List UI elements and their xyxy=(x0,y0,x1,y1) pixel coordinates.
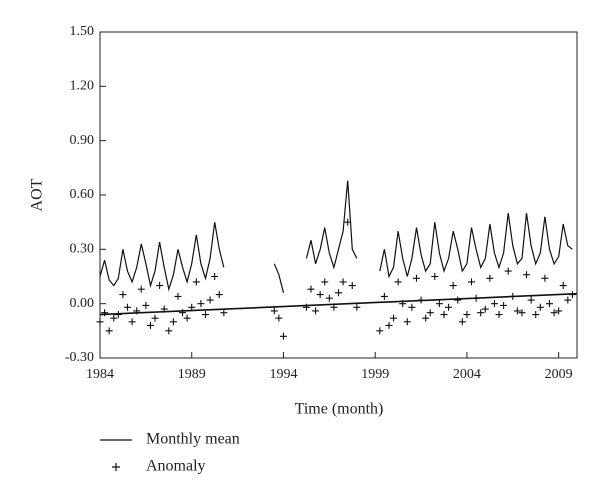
anomaly-marker xyxy=(348,282,356,290)
anomaly-marker xyxy=(431,273,439,280)
anomaly-marker xyxy=(220,309,228,317)
anomaly-marker xyxy=(376,327,384,335)
anomaly-marker xyxy=(142,301,150,309)
anomaly-marker xyxy=(435,300,443,308)
anomaly-marker xyxy=(380,292,388,300)
anomaly-marker xyxy=(211,273,219,280)
anomaly-marker xyxy=(124,303,132,311)
anomaly-marker xyxy=(165,327,173,335)
series-line xyxy=(99,180,573,293)
x-axis-label: Time (month) xyxy=(295,401,384,418)
anomaly-marker xyxy=(495,311,503,319)
anomaly-marker xyxy=(527,296,535,304)
anomaly-marker xyxy=(201,311,209,319)
trend-line xyxy=(99,292,578,316)
anomaly-marker xyxy=(394,278,402,286)
anomaly-marker xyxy=(307,285,315,293)
anomaly-marker xyxy=(541,274,549,282)
x-tick-label: 1984 xyxy=(86,367,114,382)
y-tick-label: 0.90 xyxy=(70,133,95,148)
x-tick-label: 2009 xyxy=(545,367,573,382)
anomaly-marker xyxy=(312,307,320,315)
anomaly-marker xyxy=(335,289,342,297)
anomaly-marker xyxy=(545,300,553,308)
anomaly-marker xyxy=(353,303,361,311)
anomaly-marker xyxy=(192,278,200,286)
anomaly-marker xyxy=(449,282,457,290)
anomaly-marker xyxy=(110,314,118,322)
anomaly-marker xyxy=(270,307,278,315)
anomaly-marker xyxy=(321,278,329,286)
x-tick-label: 2004 xyxy=(453,367,481,382)
legend-label: Monthly mean xyxy=(146,431,240,448)
anomaly-marker xyxy=(454,296,462,304)
anomaly-marker xyxy=(183,314,191,322)
anomaly-marker xyxy=(463,311,471,319)
anomaly-marker xyxy=(105,327,113,335)
anomaly-marker xyxy=(151,314,159,322)
anomaly-marker xyxy=(316,291,324,299)
y-tick-label: 1.50 xyxy=(70,24,95,39)
y-tick-label: -0.30 xyxy=(65,350,94,365)
anomaly-marker xyxy=(279,332,287,340)
anomaly-marker xyxy=(385,321,393,329)
anomaly-marker xyxy=(188,303,196,311)
y-tick-label: 0.00 xyxy=(70,296,95,311)
anomaly-marker xyxy=(513,307,521,315)
anomaly-marker xyxy=(555,307,563,315)
anomaly-marker xyxy=(408,303,416,311)
x-tick-label: 1994 xyxy=(269,367,297,382)
y-tick-label: 0.60 xyxy=(70,187,95,202)
anomaly-marker xyxy=(128,318,136,326)
y-tick-label: 0.30 xyxy=(70,242,95,257)
anomaly-marker xyxy=(523,271,531,279)
anomaly-marker xyxy=(412,274,420,282)
x-tick-label: 1989 xyxy=(178,367,206,382)
anomaly-marker xyxy=(550,309,558,317)
anomaly-marker xyxy=(215,291,223,299)
anomaly-marker xyxy=(275,314,283,322)
anomaly-marker xyxy=(486,274,494,282)
anomaly-marker xyxy=(197,300,205,308)
anomaly-marker xyxy=(458,318,466,326)
anomaly-marker xyxy=(426,309,434,317)
y-axis-label: AOT xyxy=(29,178,46,211)
anomaly-marker xyxy=(339,278,347,286)
anomaly-marker xyxy=(564,296,572,304)
anomaly-marker xyxy=(344,218,352,226)
anomaly-marker xyxy=(96,318,104,326)
plot-frame xyxy=(99,31,578,359)
anomaly-marker xyxy=(504,267,512,275)
anomaly-marker xyxy=(481,305,489,313)
anomaly-marker xyxy=(174,292,182,300)
anomaly-marker xyxy=(403,318,411,326)
anomaly-marker xyxy=(137,285,145,293)
anomaly-marker xyxy=(325,294,333,302)
anomaly-marker xyxy=(146,321,154,329)
anomaly-marker xyxy=(119,291,127,299)
anomaly-marker xyxy=(390,314,398,322)
anomaly-marker xyxy=(206,296,214,304)
anomaly-marker xyxy=(518,309,526,317)
anomaly-marker xyxy=(169,318,177,326)
anomaly-marker xyxy=(422,314,430,322)
anomaly-marker xyxy=(468,278,476,286)
anomaly-marker xyxy=(536,303,544,311)
legend-label: Anomaly xyxy=(146,458,206,475)
anomaly-marker xyxy=(445,303,453,311)
anomaly-marker xyxy=(156,282,164,290)
y-tick-label: 1.20 xyxy=(70,79,95,94)
anomaly-marker xyxy=(500,301,508,309)
anomaly-marker xyxy=(559,282,567,290)
x-tick-label: 1999 xyxy=(361,367,389,382)
anomaly-marker xyxy=(477,309,485,317)
anomaly-marker xyxy=(440,311,448,319)
legend-plus-symbol xyxy=(112,463,120,471)
anomaly-marker xyxy=(532,311,540,319)
anomaly-marker xyxy=(490,300,498,308)
